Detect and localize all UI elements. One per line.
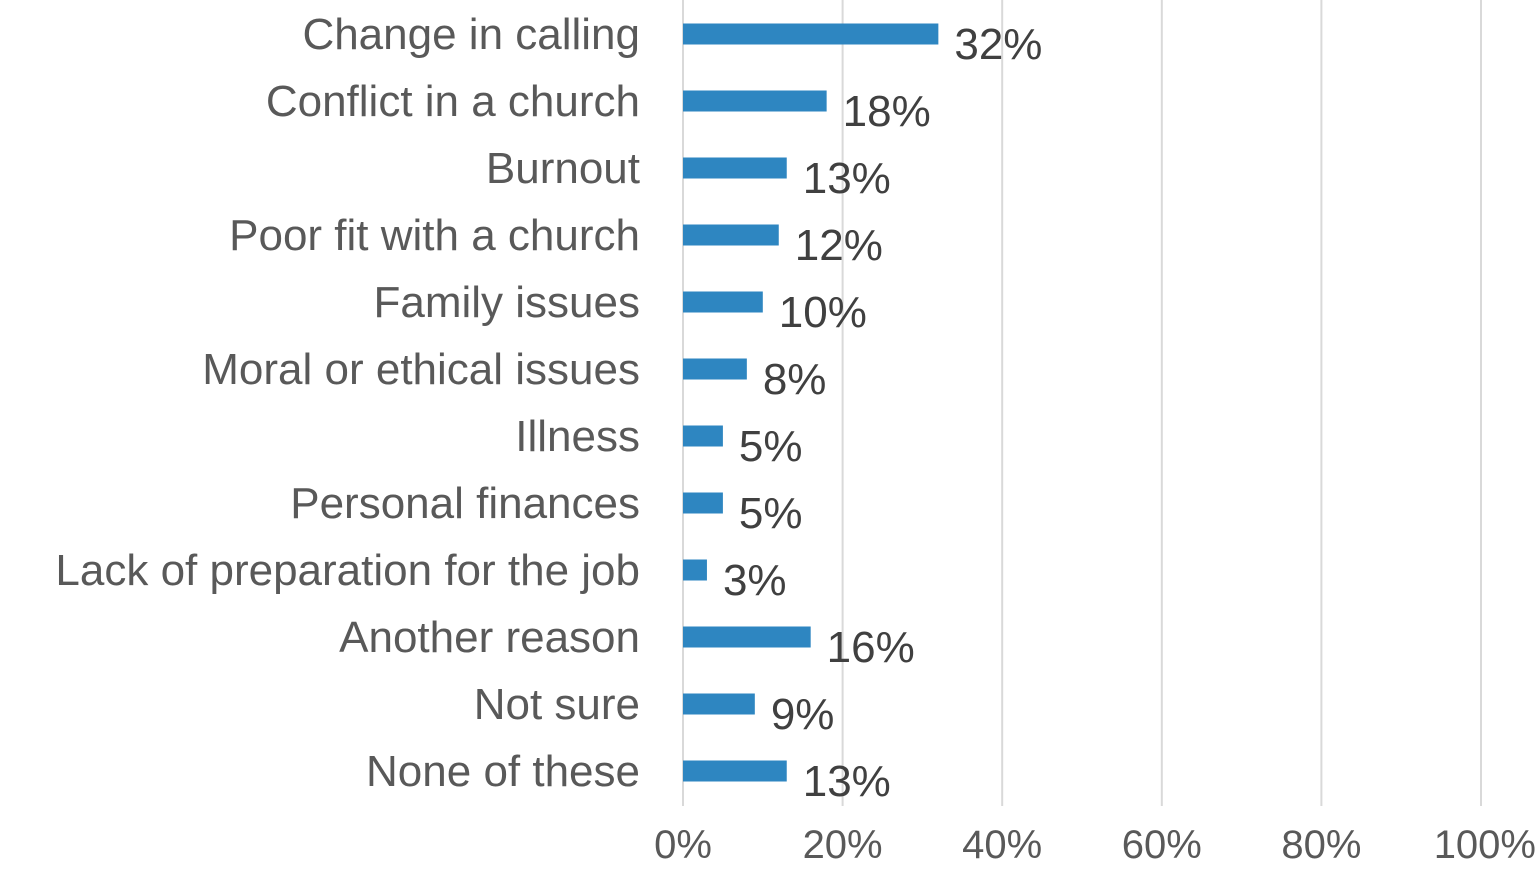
category-label-2: Burnout — [486, 144, 640, 193]
bar-10 — [683, 693, 755, 715]
bar-0 — [683, 23, 939, 45]
x-tick-label-40: 40% — [962, 823, 1042, 867]
category-label-5: Moral or ethical issues — [202, 345, 640, 394]
value-label-5: 8% — [763, 355, 827, 404]
category-label-3: Poor fit with a church — [229, 211, 640, 260]
bar-7 — [683, 492, 723, 514]
value-label-6: 5% — [739, 422, 803, 471]
bar-6 — [683, 425, 723, 447]
bar-11 — [683, 760, 787, 782]
category-label-1: Conflict in a church — [266, 77, 640, 126]
category-label-8: Lack of preparation for the job — [55, 546, 640, 595]
category-label-10: Not sure — [474, 680, 640, 729]
bar-4 — [683, 291, 763, 313]
value-label-0: 32% — [954, 20, 1042, 69]
x-tick-label-0: 0% — [654, 823, 712, 867]
category-label-9: Another reason — [339, 613, 640, 662]
value-label-2: 13% — [803, 154, 891, 203]
value-label-8: 3% — [723, 556, 787, 605]
value-label-10: 9% — [771, 690, 835, 739]
category-label-0: Change in calling — [302, 10, 640, 59]
category-label-4: Family issues — [374, 278, 641, 327]
value-label-4: 10% — [779, 288, 867, 337]
bar-2 — [683, 157, 787, 179]
value-label-9: 16% — [827, 623, 915, 672]
x-tick-label-100: 100% — [1434, 823, 1536, 867]
bar-9 — [683, 626, 811, 648]
x-tick-label-80: 80% — [1281, 823, 1361, 867]
bar-5 — [683, 358, 747, 380]
category-label-11: None of these — [366, 747, 640, 796]
gridlines — [682, 0, 1482, 806]
value-label-7: 5% — [739, 489, 803, 538]
category-label-6: Illness — [515, 412, 640, 461]
x-tick-label-20: 20% — [803, 823, 883, 867]
bar-8 — [683, 559, 707, 581]
bar-1 — [683, 90, 827, 112]
value-label-3: 12% — [795, 221, 883, 270]
category-label-7: Personal finances — [290, 479, 640, 528]
value-labels: 32% 18% 13% 12% 10% 8% 5% 5% 3% 16% 9% 13% — [723, 20, 1042, 806]
bar-3 — [683, 224, 779, 246]
bars — [683, 23, 939, 782]
x-axis-tick-labels: 0% 20% 40% 60% 80% 100% — [654, 823, 1536, 867]
category-labels: Change in calling Conflict in a church Bur… — [55, 10, 640, 796]
value-label-1: 18% — [843, 87, 931, 136]
x-tick-label-60: 60% — [1122, 823, 1202, 867]
value-label-11: 13% — [803, 757, 891, 806]
